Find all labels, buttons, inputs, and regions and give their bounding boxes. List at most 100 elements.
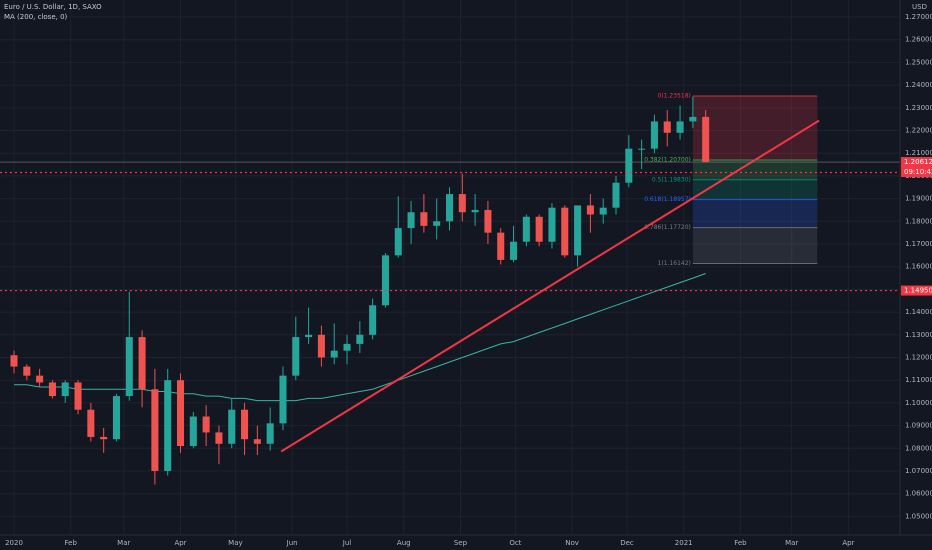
candle-body (420, 212, 428, 226)
currency-label: USD (912, 3, 927, 11)
candle-body (689, 116, 697, 122)
fib-band (692, 199, 818, 228)
candle-body (381, 255, 389, 306)
x-tick-label: May (228, 539, 242, 547)
y-tick-label: 1.12000 (905, 353, 932, 361)
last-price-label: 1.20612 (904, 158, 932, 166)
candle-body (125, 337, 133, 397)
y-tick-label: 1.10000 (905, 399, 932, 407)
candle-body (176, 380, 185, 447)
candle-body (112, 396, 120, 440)
candle-body (10, 355, 18, 367)
candle-body (676, 121, 684, 133)
fib-label: 0.786(1.17720) (644, 224, 691, 231)
candle-body (279, 375, 287, 424)
x-tick-label: Oct (509, 539, 521, 547)
fib-label: 0.5(1.19830) (652, 176, 691, 183)
fib-label: 0.382(1.20700) (644, 157, 691, 164)
candle-body (48, 382, 56, 397)
x-tick-label: 2021 (675, 539, 693, 547)
candle-body (433, 221, 441, 226)
candle-body (638, 148, 646, 150)
y-tick-label: 1.25000 (905, 58, 932, 66)
indicator-legend: MA (200, close, 0) (4, 13, 68, 21)
y-tick-label: 1.07000 (905, 467, 932, 475)
y-tick-label: 1.24000 (905, 81, 932, 89)
candle-body (394, 228, 402, 256)
candle-body (548, 207, 556, 242)
y-tick-label: 1.18000 (905, 217, 932, 225)
y-tick-label: 1.05000 (905, 512, 932, 520)
candle-body (650, 121, 658, 149)
y-tick-label: 1.11000 (905, 376, 932, 384)
axes: 1.05000 1.06000 1.07000 1.08000 1.09000 1.100… (5, 13, 932, 547)
fib-label: 0.618(1.18957) (644, 196, 691, 203)
candle-body (561, 207, 569, 256)
candle-body (151, 389, 159, 471)
candle-body (356, 334, 364, 344)
candle-body (535, 216, 543, 242)
x-tick-label: Nov (565, 539, 579, 547)
x-tick-label: Mar (785, 539, 798, 547)
x-tick-label: Sep (454, 539, 468, 547)
x-tick-label: Aug (397, 539, 411, 547)
candle-body (61, 382, 69, 397)
y-tick-label: 1.13000 (905, 331, 932, 339)
last-price-badge (901, 157, 932, 178)
candle-body (574, 205, 582, 256)
fib-band (692, 227, 818, 264)
chart-title: Euro / U.S. Dollar, 1D, SAXO (4, 3, 102, 11)
candle-body (407, 212, 415, 229)
y-tick-label: 1.21000 (905, 149, 932, 157)
candle-body (164, 380, 172, 471)
x-tick-label: Dec (620, 539, 634, 547)
candle-body (74, 382, 82, 410)
candle-body (484, 209, 492, 233)
candle-body (215, 432, 223, 444)
x-tick-label: Apr (842, 539, 854, 547)
candle-body (292, 337, 300, 376)
fib-label: 1(1.16142) (658, 260, 691, 267)
candle-body (87, 409, 95, 437)
y-tick-label: 1.17000 (905, 240, 932, 248)
x-tick-label: Feb (65, 539, 78, 547)
y-tick-label: 1.08000 (905, 444, 932, 452)
candle-body (599, 207, 607, 215)
candle-body (23, 366, 31, 376)
price-line-label: 1.14950 (904, 287, 932, 295)
candle-body (189, 416, 197, 447)
fib-label: 0(1.23518) (658, 93, 691, 100)
candle-body (702, 116, 710, 163)
trend-line (280, 119, 820, 453)
x-tick-label: Jul (342, 539, 352, 547)
y-tick-label: 1.09000 (905, 422, 932, 430)
x-tick-label: Apr (174, 539, 186, 547)
candle-body (343, 343, 351, 351)
candle-body (253, 439, 261, 444)
countdown-label: 09:10:43 (904, 168, 932, 176)
candle-body (202, 416, 210, 433)
x-tick-label: 2020 (5, 539, 23, 547)
y-tick-label: 1.06000 (905, 490, 932, 498)
price-line-badge (901, 285, 932, 296)
candle-body (625, 148, 633, 183)
y-tick-label: 1.19000 (905, 195, 932, 203)
candle-body (330, 350, 338, 358)
fib-band (692, 179, 818, 200)
y-tick-label: 1.14000 (905, 308, 932, 316)
candle-body (663, 121, 671, 133)
candle-body (586, 205, 594, 215)
y-tick-label: 1.27000 (905, 13, 932, 21)
candle-body (612, 182, 620, 208)
x-tick-label: Mar (117, 539, 130, 547)
candle-body (317, 334, 325, 358)
candle-body (510, 241, 518, 260)
candle-body (305, 334, 313, 338)
fib-band (692, 160, 818, 180)
candle-body (497, 232, 505, 260)
y-tick-label: 1.22000 (905, 127, 932, 135)
x-tick-label: Feb (734, 539, 747, 547)
candle-body (241, 409, 249, 440)
